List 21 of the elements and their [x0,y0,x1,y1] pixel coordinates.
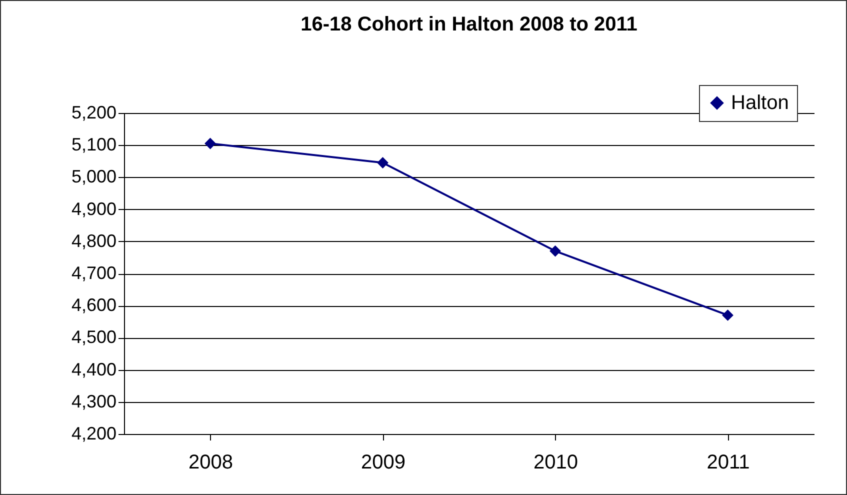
y-tick-label: 4,400 [71,359,116,380]
y-tick-label: 5,200 [71,102,116,122]
y-tick-label: 4,600 [71,295,116,316]
x-tick-label: 2008 [188,452,233,474]
legend-label: Halton [731,92,789,114]
point [550,245,561,257]
y-tick-label: 4,300 [71,391,116,412]
y-tick-label: 5,000 [71,166,116,187]
x-tick-label: 2011 [706,452,750,474]
point [377,157,388,168]
chart-title: 16-18 Cohort in Halton 2008 to 2011 [300,14,638,36]
x-tick-label: 2010 [534,452,578,474]
y-tick-label: 4,900 [71,198,116,219]
x-tick-label: 2009 [361,452,406,474]
point [204,138,216,150]
y-tick-label: 4,800 [71,230,116,251]
y-tick-label: 4,500 [71,327,116,348]
y-tick-label: 5,100 [71,134,116,155]
point [722,310,734,321]
y-tick-label: 4,200 [71,424,116,444]
y-tick-label: 4,700 [71,263,116,283]
